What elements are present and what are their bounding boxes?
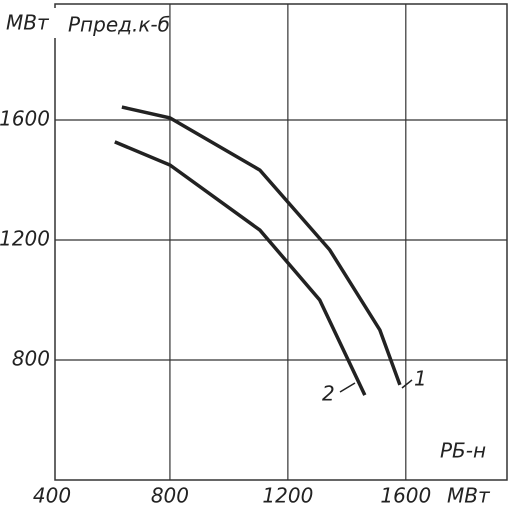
label-bg	[66, 8, 166, 42]
curve	[114, 140, 367, 396]
x-tick-label: 1600	[380, 484, 431, 508]
x-tick-label: 800	[151, 484, 189, 508]
label-bg	[4, 8, 64, 38]
curve-label: 2	[322, 382, 335, 406]
y-tick-label: 1600	[0, 107, 50, 131]
y-tick-label: 1200	[0, 227, 50, 251]
leader	[401, 379, 413, 389]
curve-label: 1	[414, 367, 427, 391]
x-axis-label: PБ-н	[440, 439, 486, 463]
plot-frame	[54, 3, 508, 481]
y-unit: МВт	[6, 11, 50, 35]
x-tick-label: 1200	[262, 484, 313, 508]
y-tick-label: 800	[12, 347, 50, 371]
label-bg	[436, 435, 502, 469]
x-tick-label: 400	[33, 484, 71, 508]
leader	[339, 382, 356, 393]
x-unit: МВт	[447, 484, 491, 508]
curve	[121, 105, 402, 386]
y-axis-label: Pпред.к-б	[68, 13, 170, 37]
